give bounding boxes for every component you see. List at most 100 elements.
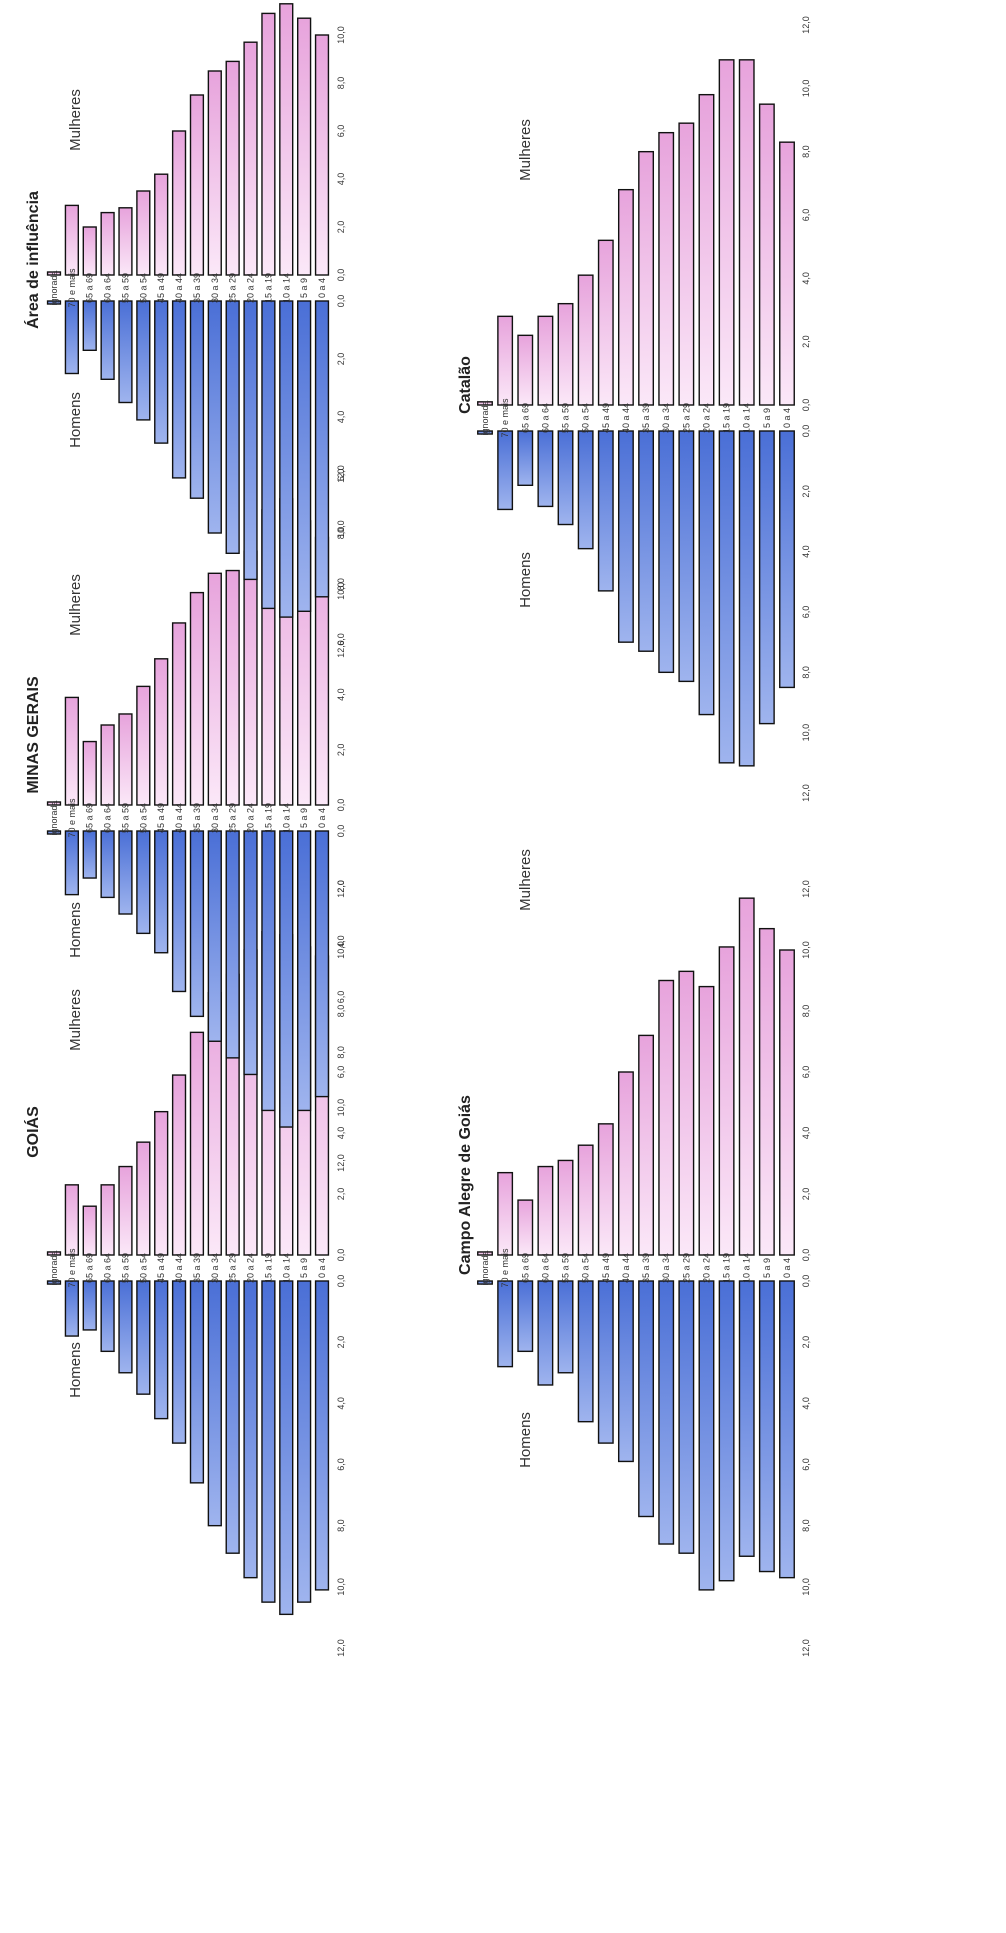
tick-label-male: 4,0: [336, 411, 346, 424]
age-label: ignorada: [49, 800, 59, 835]
bar-female: [718, 59, 735, 406]
bar-male: [154, 830, 169, 954]
bar-male: [136, 830, 151, 935]
bar-male: [314, 1280, 330, 1591]
bar-male: [314, 830, 330, 1098]
age-label: 5 a 9: [762, 1258, 772, 1278]
male-label: Homens: [67, 392, 84, 448]
tick-label-male: 12,0: [336, 640, 346, 658]
age-label: 15 a 19: [263, 273, 273, 303]
age-label: 10 a 14: [742, 1253, 752, 1283]
bar-female: [118, 713, 133, 806]
age-label: 65 a 69: [85, 1253, 95, 1283]
female-label: Mulheres: [517, 119, 534, 181]
age-label: 10 a 14: [281, 273, 291, 303]
tick-label-male: 2,0: [801, 1336, 811, 1349]
age-label: 45 a 49: [156, 803, 166, 833]
bar-male: [171, 830, 187, 993]
tick-label-male: 6,0: [801, 606, 811, 619]
bar-female: [154, 658, 169, 806]
bar-female: [517, 1199, 534, 1256]
bar-female: [243, 41, 258, 276]
age-label: 35 a 39: [192, 273, 202, 303]
tick-label-male: 10,0: [336, 582, 346, 600]
bar-male: [189, 830, 205, 1018]
bar-male: [100, 1280, 115, 1353]
age-label: 65 a 69: [85, 803, 95, 833]
tick-label-male: 4,0: [336, 935, 346, 948]
bar-male: [658, 1280, 675, 1545]
tick-label-male: 0,0: [801, 425, 811, 438]
bar-female: [189, 94, 205, 276]
age-label: 45 a 49: [601, 1253, 611, 1283]
tick-label-male: 8,0: [336, 1046, 346, 1059]
male-label: Homens: [67, 902, 84, 958]
bar-female: [46, 271, 62, 276]
bar-female: [136, 1141, 151, 1256]
age-label: 10 a 14: [742, 403, 752, 433]
tick-label-male: 0,0: [801, 1275, 811, 1288]
bar-male: [100, 300, 115, 381]
tick-label-male: 4,0: [336, 1397, 346, 1410]
age-label: 55 a 59: [120, 273, 130, 303]
bar-male: [597, 1280, 614, 1444]
tick-label-female: 10,0: [801, 941, 811, 959]
tick-label-female: 2,0: [801, 1188, 811, 1201]
tick-label-female: 2,0: [336, 221, 346, 234]
age-label: 55 a 59: [120, 803, 130, 833]
tick-label-male: 0,0: [336, 295, 346, 308]
age-labels: ignorada 70 e mais 65 a 69 60 a 64 55 a 59 50…: [480, 398, 792, 438]
age-label: 0 a 4: [782, 408, 792, 428]
age-label: 35 a 39: [192, 803, 202, 833]
bar-male: [154, 300, 169, 444]
tick-label-male: 6,0: [801, 1458, 811, 1471]
tick-label-male: 2,0: [336, 1336, 346, 1349]
bar-male: [82, 830, 97, 879]
tick-label-female: 4,0: [801, 272, 811, 285]
bar-male: [517, 1280, 534, 1353]
bar-female: [517, 334, 534, 406]
bar-male: [314, 300, 330, 598]
bar-male: [758, 1280, 775, 1573]
age-label: 20 a 24: [246, 1253, 256, 1283]
bars: [46, 498, 330, 1128]
tick-label-male: 0,0: [336, 1275, 346, 1288]
age-label: 10 a 14: [281, 803, 291, 833]
age-label: 35 a 39: [641, 1253, 651, 1283]
age-label: 60 a 64: [103, 1253, 113, 1283]
bar-male: [46, 830, 62, 835]
bar-male: [118, 300, 133, 404]
tick-label-female: 6,0: [801, 1066, 811, 1079]
bar-male: [225, 300, 240, 555]
age-label: 40 a 44: [621, 403, 631, 433]
age-label: 15 a 19: [263, 1253, 273, 1283]
tick-label-male: 10,0: [336, 1578, 346, 1596]
bar-male: [118, 1280, 133, 1374]
tick-label-male: 10,0: [336, 1099, 346, 1117]
bar-male: [64, 830, 79, 896]
bar-female: [477, 1251, 493, 1256]
female-label: Mulheres: [67, 89, 84, 151]
bar-male: [718, 1280, 735, 1582]
bar-female: [154, 1110, 169, 1256]
tick-label-male: 2,0: [336, 353, 346, 366]
bar-male: [497, 1280, 514, 1368]
age-label: 70 e mais: [500, 398, 510, 438]
bars: [477, 59, 795, 767]
bar-male: [118, 830, 133, 915]
bar-male: [758, 430, 775, 725]
bar-female: [638, 1034, 655, 1256]
age-label: 25 a 29: [228, 273, 238, 303]
age-label: 70 e mais: [67, 1248, 77, 1288]
age-label: 15 a 19: [722, 403, 732, 433]
bar-male: [279, 1280, 294, 1616]
tick-label-female: 2,0: [801, 335, 811, 348]
age-label: 5 a 9: [299, 1258, 309, 1278]
bar-female: [577, 274, 594, 406]
bar-male: [189, 1280, 205, 1484]
age-label: 40 a 44: [174, 1253, 184, 1283]
age-label: 35 a 39: [641, 403, 651, 433]
bar-female: [617, 1071, 634, 1256]
